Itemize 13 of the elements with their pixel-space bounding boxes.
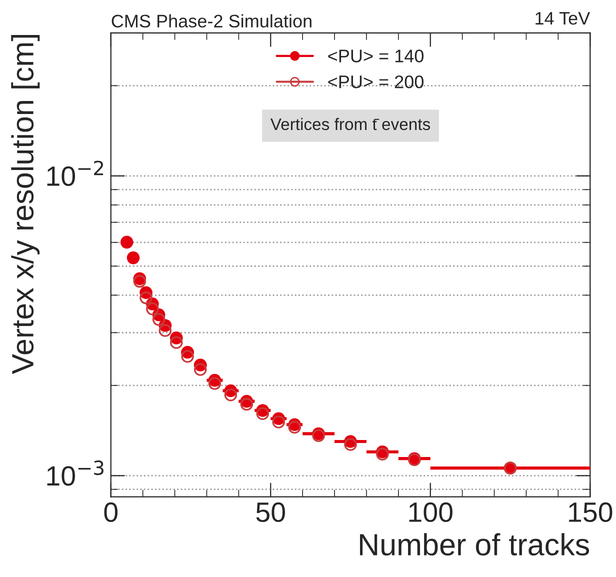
y-tick-label: 10$^{−2}$ [47,160,104,186]
text: 14 TeV [536,12,590,25]
annotation: Vertices from t̄ events [270,118,430,130]
y-tick-label: 10$^{−3}$ [47,460,104,486]
x-tick-label: 150 [569,502,612,522]
x-tick-label: 0 [104,502,118,522]
x-tick-label: 50 [256,502,285,522]
x-tick-label: 100 [409,502,452,522]
legend-label: <PU> = 140 [328,50,424,62]
y-axis-title: Vertex x/y resolution [cm] [11,35,40,374]
x-axis-title: Number of tracks [360,533,590,556]
legend-label: <PU> = 200 [328,75,424,88]
chart-title: CMS Phase-2 Simulation [112,14,312,28]
